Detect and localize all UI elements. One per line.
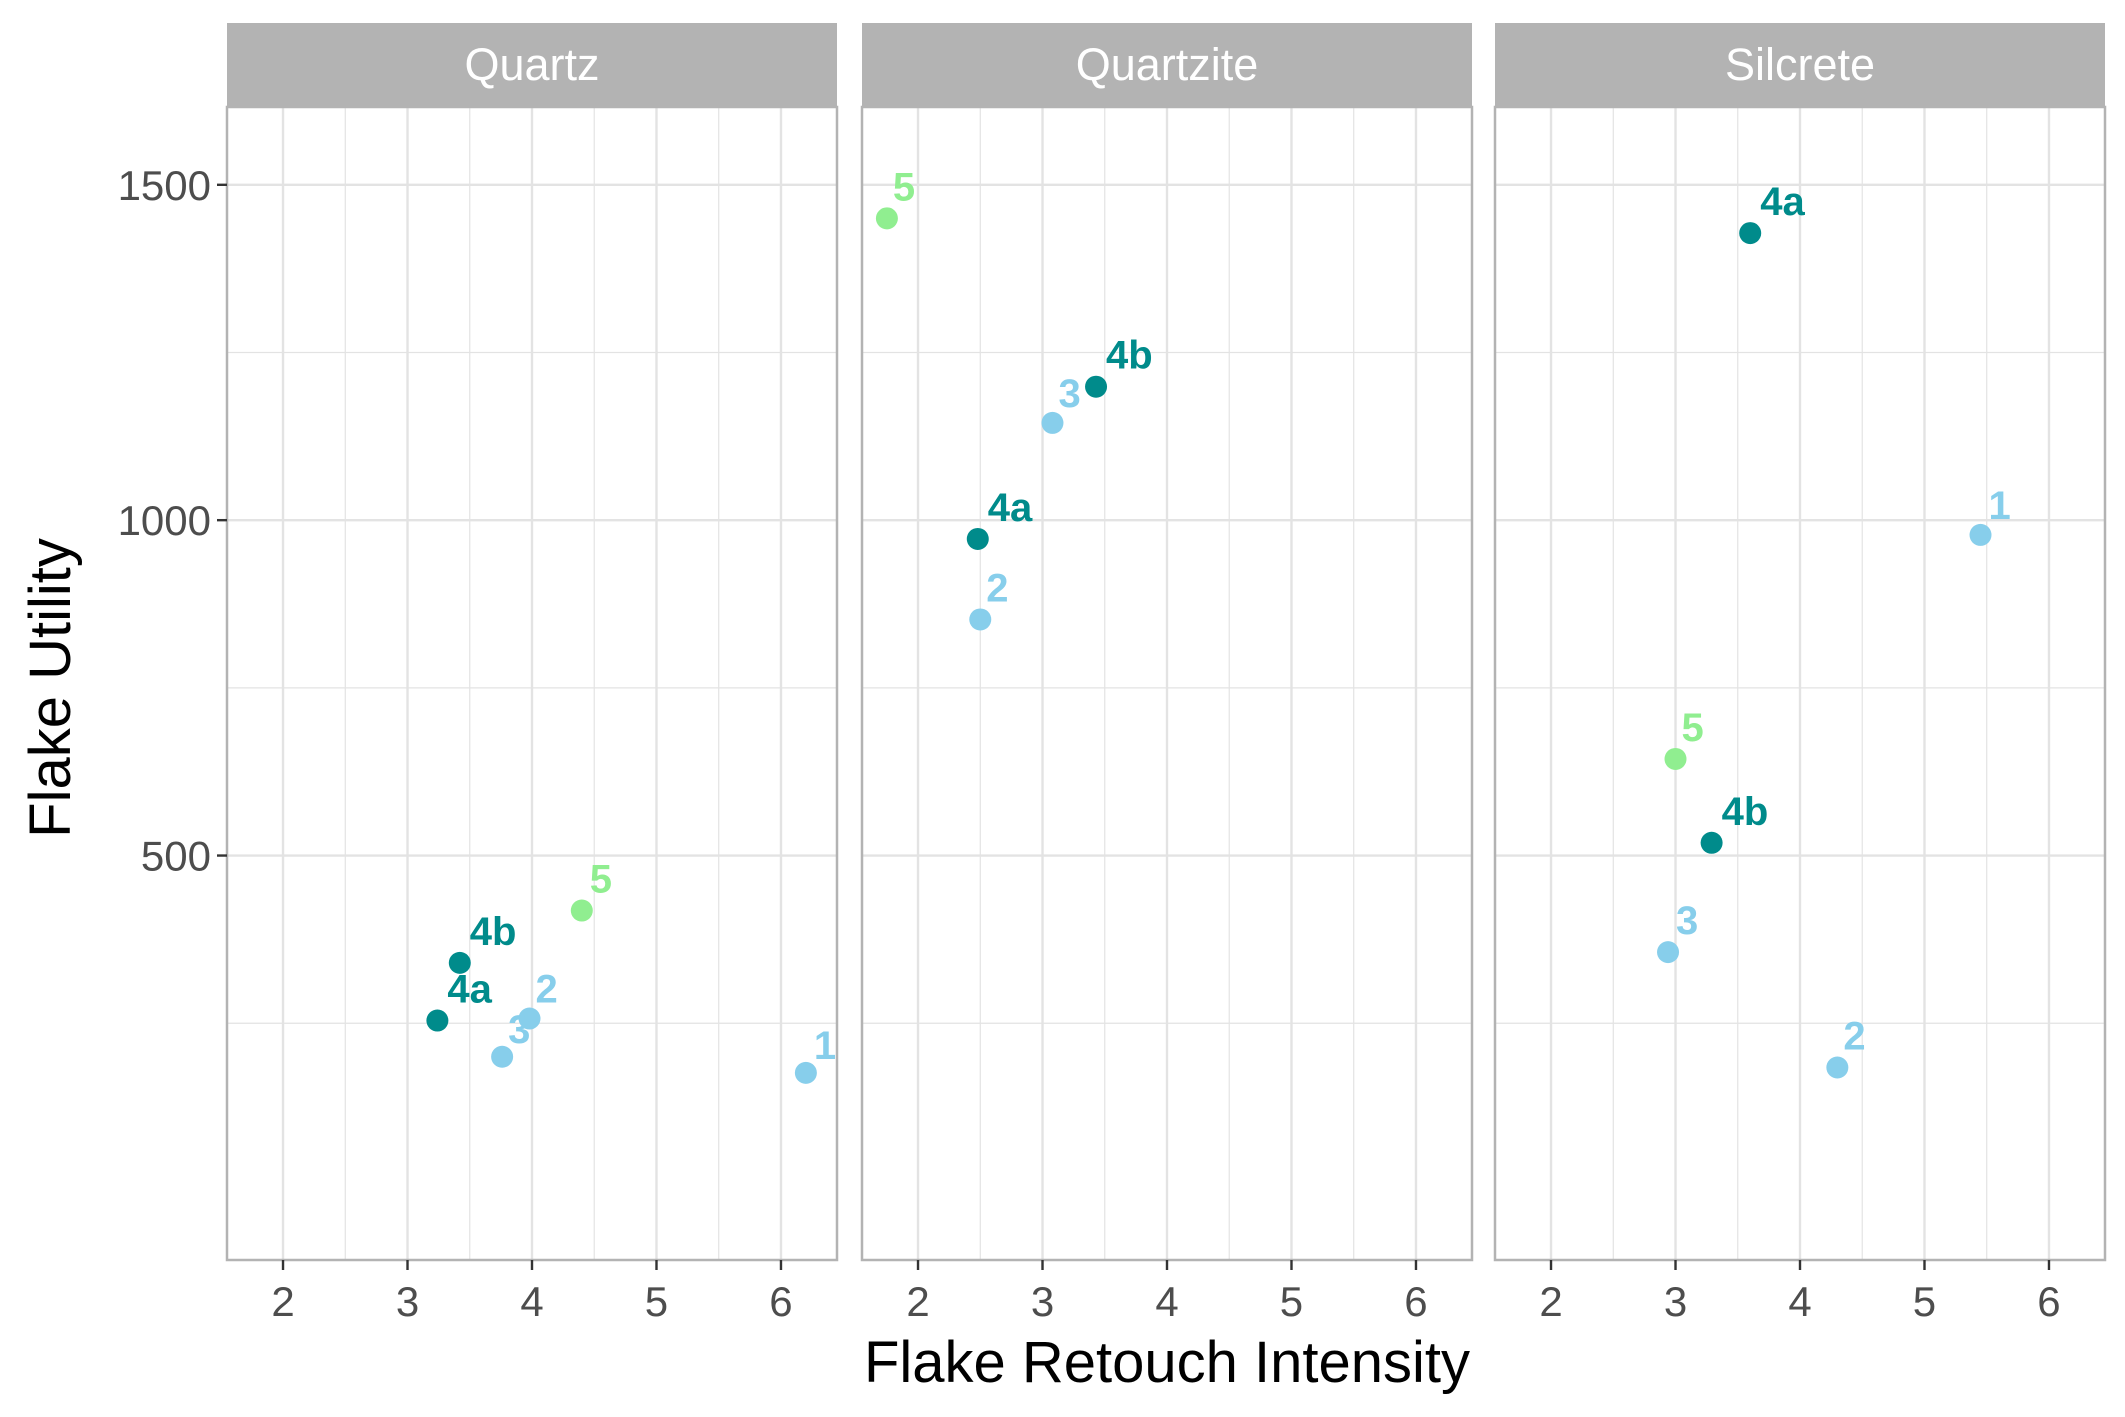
data-label-3: 3 (508, 1008, 530, 1052)
data-point-2 (969, 608, 992, 631)
x-tick-label: 2 (271, 1278, 294, 1325)
data-label-5: 5 (590, 858, 612, 902)
facet-panel-quartzite: Quartzite 2 3 4 5 6 2 3 4a 4b 5 (860, 23, 1474, 1325)
data-label-4a: 4a (988, 486, 1033, 530)
data-point-5 (1664, 747, 1687, 770)
data-point-2 (518, 1007, 541, 1030)
data-label-5: 5 (1682, 706, 1704, 750)
data-point-4a (1739, 222, 1762, 245)
facet-strip-label: Quartzite (1076, 39, 1259, 90)
data-label-4b: 4b (470, 910, 517, 954)
facet-strip (227, 23, 837, 107)
x-tick-label: 6 (769, 1278, 792, 1325)
x-tick-label: 6 (1404, 1278, 1427, 1325)
data-label-2: 2 (1843, 1014, 1865, 1058)
x-tick-label: 5 (1280, 1278, 1303, 1325)
data-point-3 (1041, 411, 1064, 434)
data-point-4a (966, 527, 989, 550)
x-axis-title: Flake Retouch Intensity (864, 1330, 1470, 1395)
data-point-4b (1085, 375, 1108, 398)
data-label-3: 3 (1676, 899, 1698, 943)
data-label-3: 3 (1058, 372, 1080, 416)
data-point-1 (1969, 523, 1992, 546)
x-tick-label: 6 (2037, 1278, 2060, 1325)
facet-strip (1495, 23, 2105, 107)
facet-strip-label: Quartz (464, 39, 599, 90)
data-point-5 (570, 899, 593, 922)
data-label-2: 2 (536, 968, 558, 1012)
x-tick-label: 4 (1788, 1278, 1811, 1325)
data-point-4b (448, 951, 471, 974)
y-axis-title: Flake Utility (18, 538, 83, 838)
x-tick-label: 4 (1155, 1278, 1178, 1325)
data-label-4a: 4a (447, 968, 492, 1012)
data-label-1: 1 (1989, 484, 2011, 528)
data-label-4b: 4b (1722, 790, 1769, 834)
data-point-5 (875, 207, 898, 230)
data-point-3 (1657, 941, 1680, 964)
data-label-2: 2 (986, 566, 1008, 610)
data-point-2 (1826, 1056, 1849, 1079)
y-tick-label: 500 (141, 833, 211, 880)
y-axis: 500 1000 1500 (118, 162, 227, 880)
x-tick-label: 2 (906, 1278, 929, 1325)
data-label-5: 5 (893, 165, 915, 209)
x-tick-label: 5 (1913, 1278, 1936, 1325)
x-tick-label: 2 (1539, 1278, 1562, 1325)
x-tick-label: 5 (645, 1278, 668, 1325)
facet-strip-label: Silcrete (1725, 39, 1875, 90)
data-label-4a: 4a (1760, 180, 1805, 224)
data-point-4a (426, 1009, 449, 1032)
data-point-4b (1700, 831, 1723, 854)
y-tick-label: 1500 (118, 162, 211, 209)
x-tick-label: 4 (520, 1278, 543, 1325)
facet-strip (862, 23, 1472, 107)
data-point-1 (794, 1061, 817, 1084)
data-label-1: 1 (814, 1024, 836, 1068)
data-label-4b: 4b (1106, 334, 1153, 378)
facet-panel-silcrete: Silcrete 2 3 4 5 6 1 2 3 4a 4b 5 (1493, 23, 2107, 1325)
y-tick-label: 1000 (118, 497, 211, 544)
x-tick-label: 3 (1031, 1278, 1054, 1325)
x-tick-label: 3 (396, 1278, 419, 1325)
data-point-3 (491, 1045, 514, 1068)
x-tick-label: 3 (1664, 1278, 1687, 1325)
